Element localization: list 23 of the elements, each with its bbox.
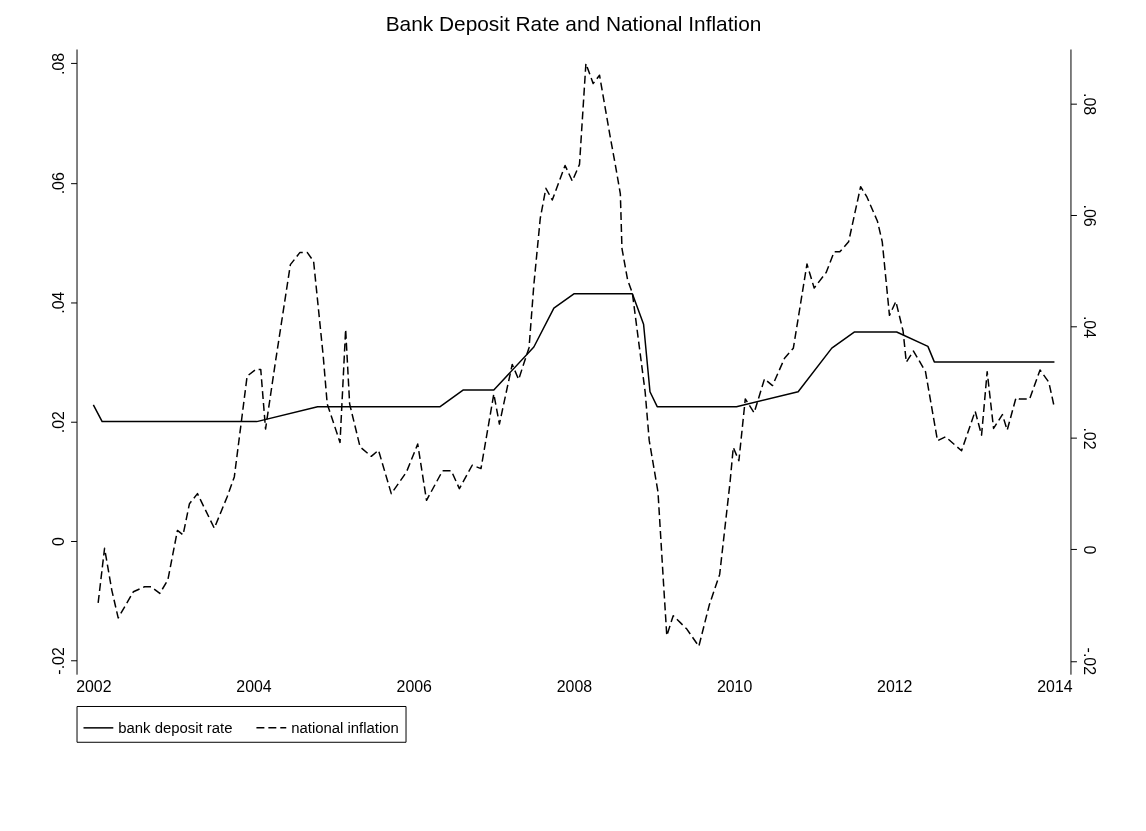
y-tick-label: .08 [50,52,68,75]
x-tick-label: 2002 [76,677,112,695]
y2-tick-label: .02 [1080,427,1098,450]
chart-title: Bank Deposit Rate and National Inflation [385,12,762,36]
x-tick-label: 2008 [556,677,593,695]
y-tick-label: .04 [50,291,68,314]
legend-label: national inflation [291,719,399,736]
x-tick-label: 2012 [877,677,913,695]
x-tick-label: 2010 [716,677,753,695]
x-tick-label: 2004 [236,677,272,695]
y2-tick-label: 0 [1080,545,1098,555]
y-tick-label: .02 [50,410,68,434]
y2-tick-label: -.02 [1080,647,1098,676]
y2-tick-label: .08 [1080,93,1098,116]
y2-tick-label: .04 [1080,315,1098,339]
y2-tick-label: .06 [1080,204,1098,227]
y-tick-label: .06 [50,172,68,195]
y-tick-label: 0 [50,536,68,546]
y-tick-label: -.02 [50,647,68,675]
x-tick-label: 2006 [396,677,433,695]
legend-label: bank deposit rate [118,719,233,736]
line-series [97,62,1056,648]
x-tick-label: 2014 [1037,677,1073,695]
